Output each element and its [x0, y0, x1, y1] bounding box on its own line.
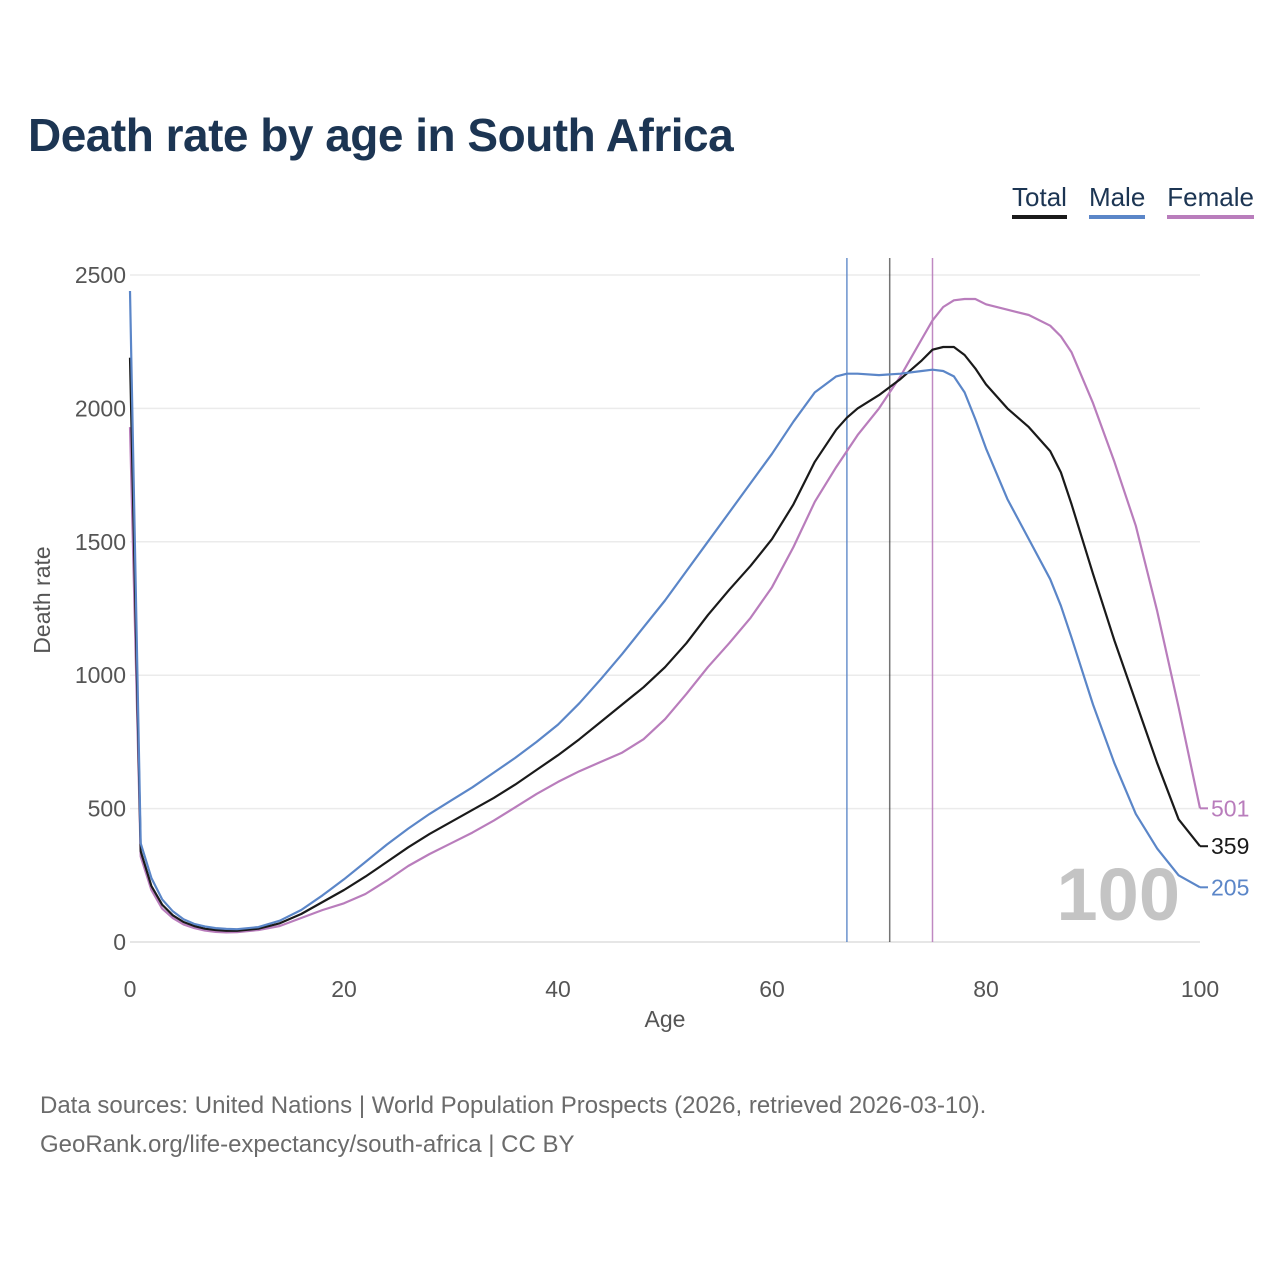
- x-tick-label: 40: [545, 976, 571, 1002]
- chart-title: Death rate by age in South Africa: [28, 109, 734, 161]
- y-tick-label: 2500: [75, 262, 126, 288]
- year-watermark-layer: 100: [1057, 853, 1180, 936]
- x-axis-title: Age: [645, 1006, 686, 1032]
- x-tick-labels: 0 20 40 60 80 100: [124, 976, 1220, 1002]
- legend-item-total[interactable]: Total: [1012, 182, 1067, 219]
- x-tick-label: 80: [973, 976, 999, 1002]
- legend-item-male[interactable]: Male: [1088, 182, 1146, 219]
- footer: Data sources: United Nations | World Pop…: [40, 1086, 986, 1164]
- footer-link[interactable]: GeoRank.org/life-expectancy/south-africa…: [40, 1131, 575, 1158]
- y-tick-label: 2000: [75, 395, 126, 421]
- legend-item-female[interactable]: Female: [1167, 182, 1254, 219]
- y-tick-labels: 0 500 1000 1500 2000 2500: [75, 262, 126, 955]
- x-tick-label: 20: [331, 976, 357, 1002]
- end-labels: 501 359 205: [1200, 795, 1249, 900]
- x-tick-label: 100: [1181, 976, 1219, 1002]
- year-watermark: 100: [1057, 853, 1180, 936]
- y-axis-title: Death rate: [29, 546, 55, 653]
- end-label-female: 501: [1211, 795, 1249, 821]
- y-tick-label: 0: [113, 929, 126, 955]
- legend: Total Male Female: [1012, 182, 1254, 219]
- vertical-markers: [846, 258, 934, 942]
- series-lines: [128, 290, 1202, 934]
- end-label-total: 359: [1211, 833, 1249, 859]
- series-line-male: [128, 290, 1201, 931]
- y-tick-label: 1000: [75, 662, 126, 688]
- y-tick-label: 500: [88, 796, 126, 822]
- series-line-female: [128, 297, 1202, 934]
- end-label-male: 205: [1211, 874, 1249, 900]
- y-tick-label: 1500: [75, 529, 126, 555]
- gridlines: [130, 274, 1200, 943]
- x-tick-label: 0: [124, 976, 137, 1002]
- footer-source: Data sources: United Nations | World Pop…: [40, 1092, 987, 1119]
- x-tick-label: 60: [759, 976, 785, 1002]
- series-line-total: [128, 345, 1201, 932]
